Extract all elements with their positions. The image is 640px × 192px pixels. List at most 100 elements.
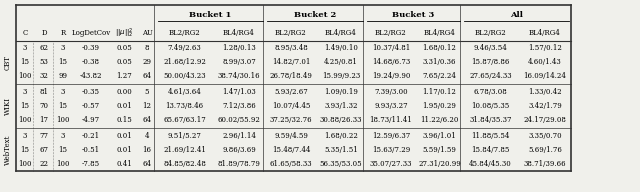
Text: 5.69/1.76: 5.69/1.76 [528, 146, 562, 154]
Text: 3: 3 [23, 88, 27, 96]
Text: 6.78/3.08: 6.78/3.08 [474, 88, 508, 96]
Text: 4.60/1.43: 4.60/1.43 [528, 58, 562, 66]
Text: All: All [510, 11, 523, 19]
Text: 1.28/0.13: 1.28/0.13 [222, 44, 256, 52]
Text: 15.84/7.85: 15.84/7.85 [471, 146, 509, 154]
Text: -0.57: -0.57 [82, 102, 100, 110]
Text: -0.51: -0.51 [82, 146, 100, 154]
Text: BL4/RG4: BL4/RG4 [424, 29, 456, 37]
Text: 3: 3 [61, 132, 65, 140]
Text: 38.74/30.16: 38.74/30.16 [218, 72, 260, 80]
Text: 81: 81 [40, 88, 49, 96]
Text: -7.85: -7.85 [82, 160, 100, 168]
Text: 7.12/3.86: 7.12/3.86 [222, 102, 256, 110]
Text: 3: 3 [61, 44, 65, 52]
Text: BL4/RG4: BL4/RG4 [325, 29, 357, 37]
Text: 1.17/0.12: 1.17/0.12 [422, 88, 456, 96]
Text: 8: 8 [145, 44, 149, 52]
Text: 5.59/1.59: 5.59/1.59 [422, 146, 456, 154]
Text: 14.82/7.01: 14.82/7.01 [272, 58, 310, 66]
Text: 56.35/53.05: 56.35/53.05 [320, 160, 362, 168]
Text: BL2/RG2: BL2/RG2 [275, 29, 307, 37]
Text: 24.17/29.08: 24.17/29.08 [524, 116, 566, 124]
Text: D: D [41, 29, 47, 37]
Text: 0.05: 0.05 [116, 44, 132, 52]
Text: 10.08/5.35: 10.08/5.35 [472, 102, 509, 110]
Text: 100: 100 [19, 160, 32, 168]
Text: 65.67/63.17: 65.67/63.17 [163, 116, 206, 124]
Text: 100: 100 [56, 160, 70, 168]
Text: 14.68/6.73: 14.68/6.73 [372, 58, 410, 66]
Text: 13.73/8.46: 13.73/8.46 [165, 102, 204, 110]
Text: 7.39/3.00: 7.39/3.00 [374, 88, 408, 96]
Text: -0.35: -0.35 [82, 88, 100, 96]
Text: 1.47/1.03: 1.47/1.03 [222, 88, 256, 96]
Text: BL4/RG4: BL4/RG4 [529, 29, 561, 37]
Text: 3.93/1.32: 3.93/1.32 [324, 102, 358, 110]
Text: 64: 64 [143, 160, 152, 168]
Text: 10.07/4.45: 10.07/4.45 [272, 102, 310, 110]
Text: 15: 15 [58, 58, 67, 66]
Text: 21.68/12.92: 21.68/12.92 [163, 58, 206, 66]
Text: 11.22/6.20: 11.22/6.20 [420, 116, 459, 124]
Text: 15: 15 [58, 102, 67, 110]
Text: 100: 100 [56, 116, 70, 124]
Text: -0.39: -0.39 [82, 44, 100, 52]
Text: CBT: CBT [4, 55, 12, 70]
Text: 31.84/35.37: 31.84/35.37 [469, 116, 512, 124]
Text: 0.00: 0.00 [116, 88, 132, 96]
Text: BL2/RG2: BL2/RG2 [375, 29, 407, 37]
Text: 0.01: 0.01 [116, 132, 132, 140]
Text: 9.51/5.27: 9.51/5.27 [168, 132, 202, 140]
Text: 64: 64 [143, 72, 152, 80]
Text: 1.27: 1.27 [116, 72, 132, 80]
Text: 11.88/5.54: 11.88/5.54 [471, 132, 509, 140]
Text: 12.59/6.37: 12.59/6.37 [372, 132, 410, 140]
Text: 1.95/0.29: 1.95/0.29 [422, 102, 456, 110]
Text: 32: 32 [40, 72, 49, 80]
Text: 15.48/7.44: 15.48/7.44 [272, 146, 310, 154]
Text: 9.86/3.69: 9.86/3.69 [222, 146, 256, 154]
Text: 9.59/4.59: 9.59/4.59 [274, 132, 308, 140]
Text: 15: 15 [58, 146, 67, 154]
Text: 77: 77 [40, 132, 49, 140]
Text: 81.89/78.79: 81.89/78.79 [218, 160, 260, 168]
Text: 37.25/32.76: 37.25/32.76 [269, 116, 312, 124]
Text: WIKI: WIKI [4, 97, 12, 115]
Text: 8.95/3.48: 8.95/3.48 [274, 44, 308, 52]
Text: 1.68/0.12: 1.68/0.12 [422, 44, 456, 52]
Text: 67: 67 [40, 146, 49, 154]
Text: 21.69/12.41: 21.69/12.41 [163, 146, 206, 154]
Text: 3.42/1.79: 3.42/1.79 [528, 102, 562, 110]
Text: 0.01: 0.01 [116, 146, 132, 154]
Text: 22: 22 [40, 160, 49, 168]
Text: 15.63/7.29: 15.63/7.29 [372, 146, 410, 154]
Bar [0, 5, 571, 171]
Text: -0.21: -0.21 [82, 132, 100, 140]
Text: 0.41: 0.41 [116, 160, 132, 168]
Text: 4.61/3.64: 4.61/3.64 [168, 88, 202, 96]
Text: 7.49/2.63: 7.49/2.63 [168, 44, 202, 52]
Text: R: R [60, 29, 66, 37]
Text: 4: 4 [145, 132, 149, 140]
Text: 38.71/39.66: 38.71/39.66 [524, 160, 566, 168]
Text: 15: 15 [20, 102, 29, 110]
Text: 62: 62 [40, 44, 49, 52]
Text: Bucket 1: Bucket 1 [189, 11, 232, 19]
Text: 3.35/0.70: 3.35/0.70 [528, 132, 562, 140]
Text: -4.97: -4.97 [82, 116, 100, 124]
Text: 45.84/45.30: 45.84/45.30 [469, 160, 512, 168]
Text: 60.02/55.92: 60.02/55.92 [218, 116, 260, 124]
Text: -43.82: -43.82 [80, 72, 102, 80]
Text: 1.68/0.22: 1.68/0.22 [324, 132, 358, 140]
Text: 3: 3 [23, 44, 27, 52]
Text: 10.37/4.81: 10.37/4.81 [372, 44, 410, 52]
Text: 12: 12 [143, 102, 152, 110]
Text: 70: 70 [40, 102, 49, 110]
Text: 16.09/14.24: 16.09/14.24 [524, 72, 566, 80]
Text: WebText: WebText [4, 135, 12, 165]
Text: 3: 3 [23, 132, 27, 140]
Text: 5: 5 [145, 88, 149, 96]
Text: 0.05: 0.05 [116, 58, 132, 66]
Text: Bucket 3: Bucket 3 [392, 11, 435, 19]
